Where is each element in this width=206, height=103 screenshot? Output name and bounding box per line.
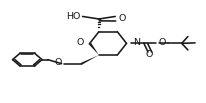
Text: O: O — [55, 58, 62, 67]
Text: N: N — [133, 38, 140, 47]
Polygon shape — [80, 55, 99, 64]
Text: HO: HO — [66, 12, 80, 20]
Text: O: O — [146, 50, 153, 59]
Text: O: O — [76, 38, 84, 47]
Polygon shape — [88, 43, 99, 55]
Text: O: O — [158, 38, 166, 47]
Text: O: O — [119, 14, 126, 23]
